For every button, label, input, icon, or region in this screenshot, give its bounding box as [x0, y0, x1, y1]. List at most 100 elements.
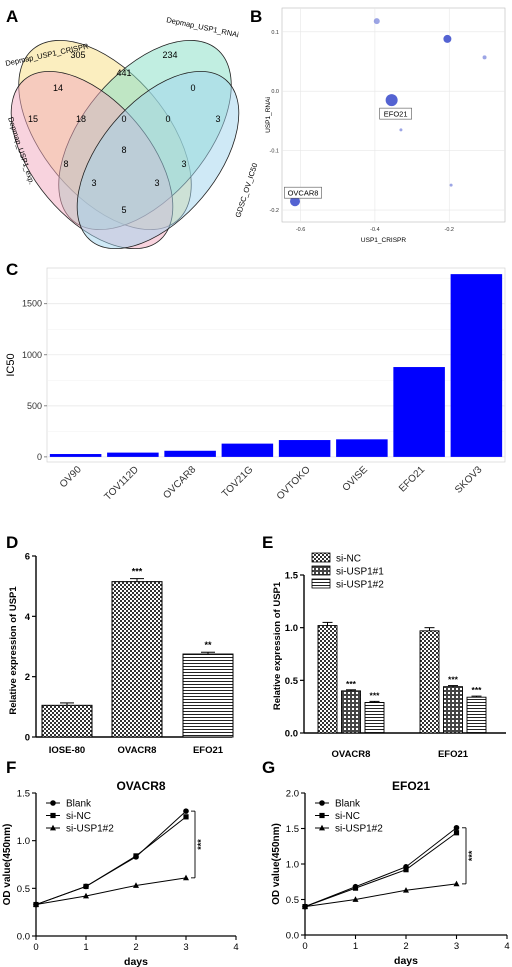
- x-tick-label: OVACR8: [332, 749, 371, 760]
- legend-marker: [50, 812, 56, 819]
- venn-count: 8: [121, 145, 126, 155]
- x-tick-label: TOV112D: [102, 464, 141, 503]
- knockdown-bar: [466, 696, 487, 734]
- venn-diagram: Depmap_USP1_CRISPR Depmap_USP1_RNAi Depm…: [5, 15, 259, 250]
- y-tick-label: 0: [37, 452, 42, 462]
- panel-letter-g: G: [262, 758, 275, 777]
- expression-bar: [182, 653, 234, 738]
- y-tick-label: 0.1: [271, 30, 279, 36]
- venn-set-gdsc: [76, 70, 240, 250]
- expression-bar-chart: 0 2 4 6 Relative expression of USP1 IOSE-80 **…: [8, 552, 234, 756]
- y-tick-label: 1.5: [17, 789, 30, 800]
- series-marker: [33, 901, 39, 907]
- x-tick-label: -0.6: [296, 227, 305, 233]
- point-label-box: [379, 107, 412, 120]
- significance-mark: ***: [467, 850, 477, 861]
- x-tick-label: OVACR8: [118, 745, 157, 756]
- legend-label: Blank: [66, 799, 92, 810]
- point-label-box: [284, 186, 322, 199]
- x-tick-label: OVISE: [341, 464, 371, 494]
- y-axis-label: Relative expression of USP1: [272, 581, 283, 710]
- x-tick-label: 4: [504, 941, 509, 952]
- panel-letter-f: F: [6, 758, 16, 777]
- series-marker: [83, 883, 89, 890]
- x-tick-label: TOV21G: [220, 464, 256, 500]
- ic50-bar-chart: 0 500 1000 1500 IC50 OV90 TOV112D OVCAR8 TOV21G O…: [5, 267, 506, 503]
- chart-title: EFO21: [392, 779, 430, 793]
- point-label: OVCAR8: [288, 188, 319, 197]
- venn-count: 3: [215, 114, 220, 124]
- chart-title: OVACR8: [116, 779, 165, 793]
- x-tick-label: EFO21: [397, 464, 427, 494]
- y-axis-label: Relative expression of USP1: [8, 586, 19, 715]
- venn-count: 305: [70, 50, 85, 60]
- venn-count: 0: [165, 114, 170, 124]
- venn-count: 3: [91, 178, 96, 188]
- venn-count: 441: [116, 68, 131, 78]
- x-tick-label: 1: [353, 941, 358, 952]
- x-tick-label: OVCAR8: [161, 464, 198, 501]
- series-marker: [133, 882, 139, 888]
- y-tick-label: 0.5: [286, 895, 299, 906]
- y-tick-label: 0: [25, 733, 30, 744]
- venn-count: 234: [162, 50, 177, 60]
- ic50-bar: [278, 440, 331, 457]
- x-tick-label: 3: [183, 942, 188, 953]
- ic50-bar: [393, 367, 445, 457]
- y-axis-label: USP1_RNAi: [265, 97, 272, 133]
- series-marker: [302, 903, 308, 909]
- series-line: [304, 883, 457, 908]
- panel-letter-b: B: [250, 7, 262, 26]
- legend-label: si-USP1#2: [66, 824, 114, 835]
- series-line: [304, 832, 457, 908]
- series-marker: [453, 824, 460, 831]
- scatter-point: [399, 128, 403, 132]
- series-marker: [352, 885, 359, 891]
- significance-mark: ***: [448, 675, 459, 685]
- series-marker: [453, 880, 460, 887]
- y-tick-label: 0.5: [285, 676, 299, 687]
- y-tick-label: 0.0: [271, 89, 279, 95]
- expression-bar: [41, 704, 93, 738]
- x-tick-label: 4: [233, 942, 238, 953]
- venn-label-gdsc: GDSC_OV_IC50: [233, 162, 259, 219]
- y-tick-label: 2: [25, 672, 30, 683]
- scatter-point: [443, 34, 452, 43]
- y-axis-label: OD value(450nm): [2, 824, 13, 906]
- panel-letter-c: C: [6, 260, 18, 279]
- x-tick-label: 1: [83, 942, 88, 953]
- ic50-bar: [221, 443, 274, 457]
- ic50-bar: [49, 454, 102, 457]
- significance-mark: ***: [370, 690, 381, 700]
- x-axis-label: USP1_CRISPR: [361, 237, 406, 244]
- y-tick-label: 1500: [22, 299, 42, 309]
- ic50-bar: [107, 452, 159, 457]
- x-axis-label: days: [394, 955, 418, 967]
- y-tick-label: 1.0: [285, 623, 298, 634]
- scatter-point: [385, 94, 398, 107]
- x-tick-label: EFO21: [438, 749, 469, 760]
- knockdown-bar: [419, 630, 440, 734]
- legend-marker: [319, 824, 325, 831]
- legend-label: si-NC: [336, 554, 361, 565]
- x-tick-label: IOSE-80: [49, 745, 85, 756]
- venn-count: 3: [181, 159, 186, 169]
- series-marker: [453, 830, 460, 836]
- series-marker: [183, 814, 189, 820]
- legend-swatch: [311, 565, 331, 576]
- venn-count: 0: [190, 83, 195, 93]
- series-marker: [83, 892, 89, 899]
- x-tick-label: EFO21: [193, 745, 224, 756]
- significance-mark: ***: [132, 567, 143, 577]
- x-tick-label: -0.4: [370, 227, 379, 233]
- legend-swatch: [311, 578, 331, 589]
- venn-label-rnai: Depmap_USP1_RNAi: [166, 15, 240, 39]
- legend-marker: [319, 812, 325, 819]
- knockdown-bar: [443, 686, 463, 734]
- growth-curve-efo21: 0.0 0.5 1.0 1.5 2.0 0 1 2 3 4 days OD value(450nm) E…: [271, 779, 510, 967]
- venn-count: 15: [28, 114, 38, 124]
- scatter-point: [290, 196, 301, 207]
- venn-count: 14: [53, 83, 63, 93]
